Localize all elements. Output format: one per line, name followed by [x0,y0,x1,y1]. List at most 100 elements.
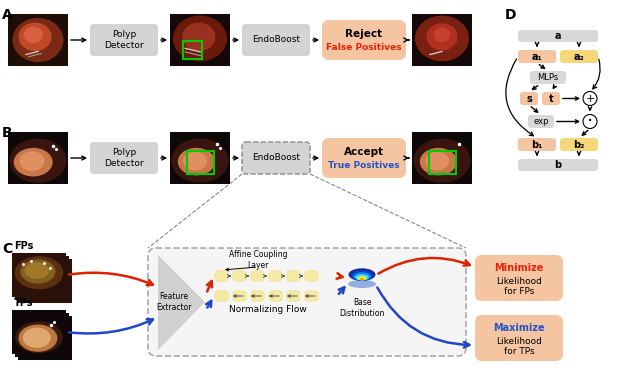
Bar [187,151,214,174]
Bar [170,14,230,66]
FancyBboxPatch shape [214,290,229,302]
Text: A: A [2,8,13,22]
Bar [8,14,68,66]
Text: +: + [586,93,595,104]
FancyBboxPatch shape [286,270,301,282]
Ellipse shape [360,278,364,280]
Text: Likelihood: Likelihood [496,336,542,345]
Polygon shape [158,255,205,350]
FancyBboxPatch shape [322,20,406,60]
FancyBboxPatch shape [518,50,556,63]
FancyBboxPatch shape [232,270,247,282]
Text: EndoBoost: EndoBoost [252,36,300,45]
FancyBboxPatch shape [542,92,560,105]
FancyBboxPatch shape [528,115,554,128]
Bar [429,151,456,174]
FancyBboxPatch shape [250,270,265,282]
Text: True Positives: True Positives [328,161,400,170]
Text: b: b [554,160,561,170]
Ellipse shape [23,328,51,348]
Bar [12,253,66,297]
Text: Feature
Extractor: Feature Extractor [156,292,192,312]
FancyBboxPatch shape [304,270,319,282]
Ellipse shape [349,268,376,281]
Ellipse shape [25,262,49,279]
Ellipse shape [178,148,215,175]
Ellipse shape [15,256,63,289]
Text: Polyp
Detector: Polyp Detector [104,148,144,168]
Text: Maximize: Maximize [493,323,545,333]
Text: TPs: TPs [14,298,33,308]
Ellipse shape [355,274,369,280]
Bar [412,14,472,66]
Ellipse shape [19,151,45,171]
FancyBboxPatch shape [518,30,598,42]
Ellipse shape [358,276,367,280]
Text: s: s [526,93,532,104]
FancyBboxPatch shape [232,290,247,302]
Text: for FPs: for FPs [504,288,534,296]
Ellipse shape [413,138,470,183]
Bar [15,256,69,300]
Circle shape [583,92,597,105]
FancyBboxPatch shape [530,71,566,84]
Ellipse shape [20,259,56,283]
Bar [170,132,230,184]
Ellipse shape [172,138,228,183]
Ellipse shape [24,26,43,43]
Text: b₂: b₂ [573,139,585,150]
Text: exp: exp [533,117,548,126]
Ellipse shape [183,152,207,171]
FancyBboxPatch shape [304,290,319,302]
Text: Normalizing Flow: Normalizing Flow [229,305,307,313]
Ellipse shape [13,148,52,177]
Text: C: C [2,242,12,256]
Text: D: D [505,8,516,22]
Ellipse shape [426,23,458,50]
Bar [12,253,66,297]
Ellipse shape [351,270,373,281]
FancyBboxPatch shape [90,142,158,174]
Text: B: B [2,126,13,140]
Bar [12,310,66,354]
FancyBboxPatch shape [518,138,556,151]
Ellipse shape [173,16,227,61]
Bar [412,132,472,184]
Ellipse shape [434,27,451,42]
Bar [183,41,202,59]
FancyBboxPatch shape [148,248,466,356]
Text: Reject: Reject [346,29,383,39]
Text: Accept: Accept [344,147,384,157]
Text: Likelihood: Likelihood [496,276,542,286]
FancyBboxPatch shape [560,50,598,63]
Ellipse shape [19,23,51,51]
Text: Affine Coupling
Layer: Affine Coupling Layer [228,250,287,270]
Bar [18,259,72,303]
Bar [15,313,69,357]
Text: FPs: FPs [14,241,33,251]
Circle shape [583,115,597,128]
FancyBboxPatch shape [214,270,229,282]
Ellipse shape [13,18,63,62]
Ellipse shape [420,148,457,175]
Bar [12,310,66,354]
Ellipse shape [182,23,215,51]
Text: a₁: a₁ [532,52,542,62]
Text: False Positives: False Positives [326,43,402,52]
Text: ·: · [587,112,593,131]
Ellipse shape [425,152,449,171]
FancyBboxPatch shape [286,290,301,302]
Ellipse shape [348,280,376,288]
Text: b₁: b₁ [531,139,543,150]
Text: Base
Distribution: Base Distribution [339,298,385,318]
FancyBboxPatch shape [242,24,310,56]
FancyBboxPatch shape [518,159,598,171]
Bar [8,132,68,184]
Ellipse shape [10,138,67,183]
FancyBboxPatch shape [268,270,283,282]
FancyBboxPatch shape [250,290,265,302]
Text: for TPs: for TPs [504,348,534,357]
Text: MLPs: MLPs [538,73,559,82]
FancyBboxPatch shape [268,290,283,302]
Text: Minimize: Minimize [494,263,544,273]
